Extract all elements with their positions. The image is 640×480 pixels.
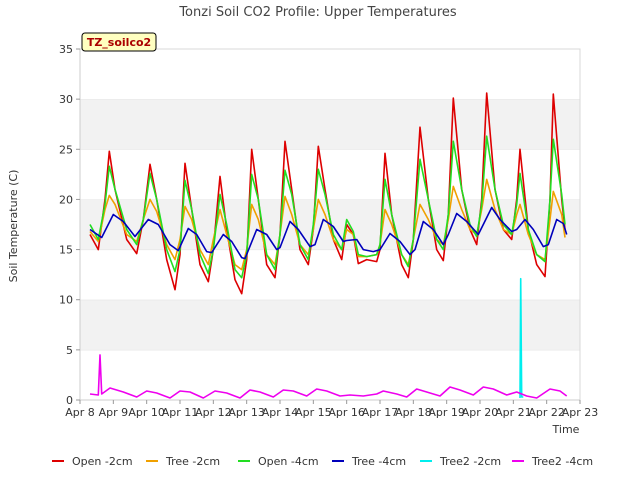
site-label: TZ_soilco2 xyxy=(87,36,151,49)
y-axis-label: Soil Temperature (C) xyxy=(7,170,20,283)
x-tick-label: Apr 13 xyxy=(228,406,265,419)
grid-band xyxy=(80,149,580,200)
grid-band xyxy=(80,49,580,100)
legend: Open -2cm Tree -2cm Open -4cm Tree -4cm Tree… xyxy=(52,455,593,468)
grid-band xyxy=(80,99,580,150)
grid-band xyxy=(80,249,580,300)
x-tick-label: Apr 9 xyxy=(99,406,129,419)
site-label-badge: TZ_soilco2 xyxy=(81,32,157,52)
y-axis-ticks: 0 5 10 15 20 25 30 35 xyxy=(59,43,80,407)
y-tick-label: 10 xyxy=(59,294,73,307)
x-axis-label: Time xyxy=(552,423,580,436)
chart-title: Tonzi Soil CO2 Profile: Upper Temperatur… xyxy=(178,5,457,20)
y-tick-label: 20 xyxy=(59,193,73,206)
x-tick-label: Apr 11 xyxy=(162,406,199,419)
series-layer xyxy=(89,92,568,399)
y-tick-label: 0 xyxy=(66,394,73,407)
legend-label: Tree -4cm xyxy=(351,455,406,468)
x-tick-label: Apr 15 xyxy=(295,406,332,419)
x-tick-label: Apr 14 xyxy=(262,406,299,419)
y-tick-label: 5 xyxy=(66,344,73,357)
series-line-tree2-2cm xyxy=(519,277,524,399)
y-tick-label: 15 xyxy=(59,244,73,257)
x-tick-label: Apr 22 xyxy=(528,406,565,419)
legend-label: Open -2cm xyxy=(72,455,133,468)
x-tick-label: Apr 17 xyxy=(362,406,399,419)
x-tick-label: Apr 16 xyxy=(328,406,365,419)
x-tick-label: Apr 20 xyxy=(462,406,499,419)
y-tick-label: 25 xyxy=(59,143,73,156)
series-line-tree2-4cm xyxy=(89,354,568,399)
series-line-open-4cm xyxy=(89,135,566,279)
x-tick-label: Apr 19 xyxy=(428,406,465,419)
legend-label: Open -4cm xyxy=(258,455,319,468)
x-tick-label: Apr 12 xyxy=(195,406,232,419)
legend-label: Tree -2cm xyxy=(165,455,220,468)
x-tick-label: Apr 8 xyxy=(65,406,95,419)
grid-band xyxy=(80,299,580,350)
x-tick-label: Apr 10 xyxy=(128,406,165,419)
legend-label: Tree2 -4cm xyxy=(531,455,593,468)
series-line-tree-4cm xyxy=(89,206,568,260)
x-tick-label: Apr 23 xyxy=(562,406,599,419)
x-tick-label: Apr 18 xyxy=(395,406,432,419)
legend-label: Tree2 -2cm xyxy=(439,455,501,468)
series-line-tree-2cm xyxy=(89,178,566,271)
y-tick-label: 35 xyxy=(59,43,73,56)
x-tick-label: Apr 21 xyxy=(495,406,532,419)
y-tick-label: 30 xyxy=(59,93,73,106)
